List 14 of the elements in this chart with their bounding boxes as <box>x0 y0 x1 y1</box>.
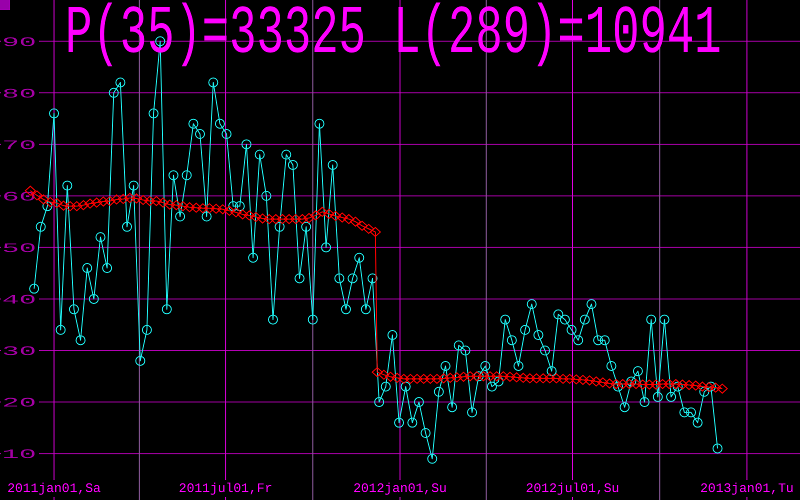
y-tick-label: 10 <box>2 448 36 462</box>
y-tick-label: 20 <box>2 396 36 411</box>
y-tick-label: 80 <box>2 86 36 102</box>
y-tick-label: 90 <box>2 35 36 50</box>
y-tick-label: 60 <box>2 190 36 205</box>
x-tick-label: 2012jan01,Su <box>353 481 447 496</box>
x-tick-label: 2011jan01,Sa <box>7 481 102 496</box>
y-tick-label: 70 <box>2 138 36 153</box>
y-tick-label: 40 <box>2 292 36 308</box>
y-tick-label: 30 <box>2 344 36 360</box>
x-tick-label: 2013jan01,Tu <box>700 481 794 496</box>
x-tick-label: 2011jul01,Fr <box>178 481 272 496</box>
y-tick-label: 50 <box>2 241 36 256</box>
x-tick-label: 2012jul01,Su <box>526 481 620 496</box>
